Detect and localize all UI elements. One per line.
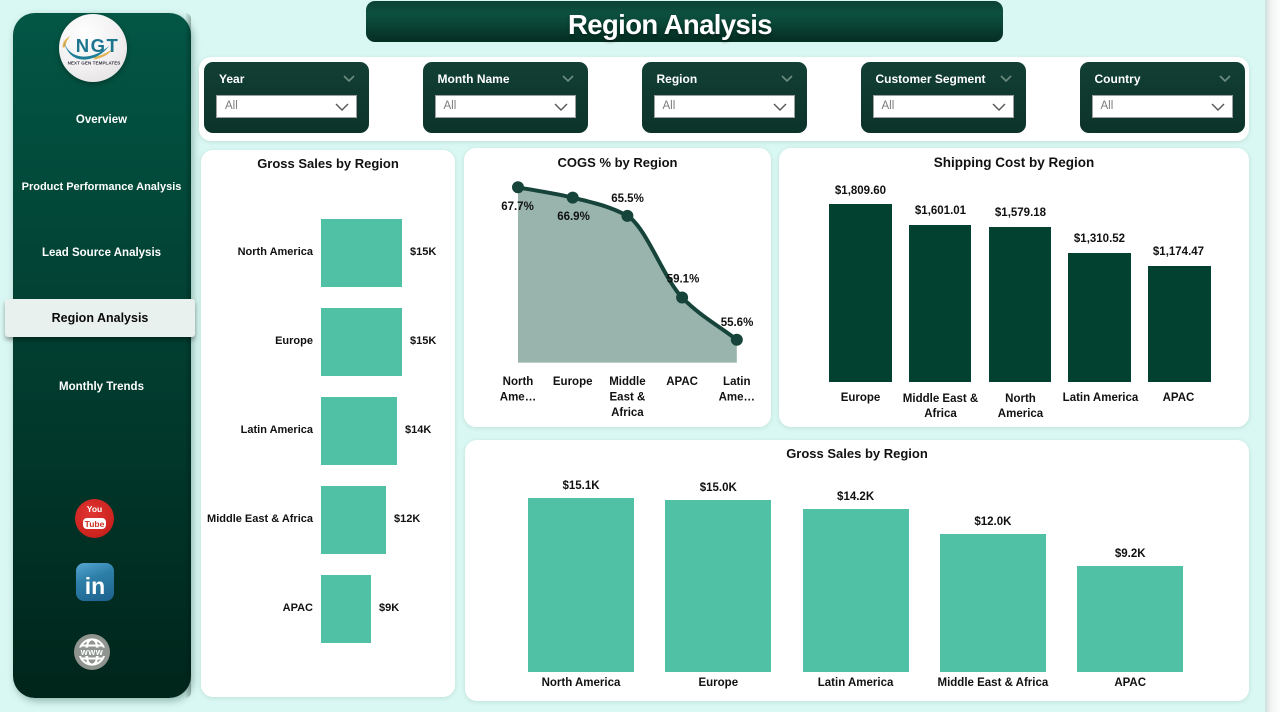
svg-text:Ame…: Ame… (500, 392, 536, 404)
svg-text:66.9%: 66.9% (557, 211, 590, 223)
svg-text:65.5%: 65.5% (611, 193, 644, 205)
svg-text:NGT: NGT (76, 35, 120, 56)
svg-text:Middle: Middle (609, 376, 645, 388)
svg-text:www: www (80, 647, 104, 657)
svg-text:59.1%: 59.1% (667, 274, 700, 286)
svg-text:APAC: APAC (666, 376, 698, 388)
svg-text:Africa: Africa (611, 407, 644, 419)
svg-text:East &: East & (610, 392, 646, 404)
svg-text:Latin: Latin (723, 376, 750, 388)
svg-text:Europe: Europe (553, 376, 593, 388)
svg-text:55.6%: 55.6% (721, 317, 754, 329)
svg-text:67.7%: 67.7% (501, 201, 534, 213)
svg-text:NEXT GEN TEMPLATES: NEXT GEN TEMPLATES (68, 60, 121, 65)
svg-text:Ame…: Ame… (719, 392, 755, 404)
svg-text:North: North (503, 376, 534, 388)
